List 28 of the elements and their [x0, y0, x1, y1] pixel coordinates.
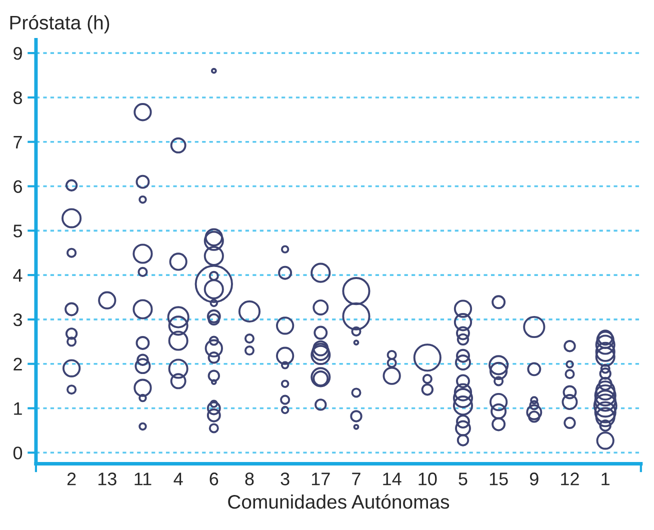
x-tick-label: 9 — [530, 472, 538, 486]
y-tick-label: 7 — [14, 136, 22, 148]
x-tick-label: 2 — [67, 472, 76, 486]
x-tick-label: 10 — [418, 472, 437, 486]
x-tick-label: 7 — [352, 472, 360, 486]
x-axis-title: Comunidades Autónomas — [228, 494, 450, 509]
x-tick-label: 12 — [561, 472, 579, 486]
y-tick-label: 9 — [14, 47, 22, 60]
x-tick-label: 8 — [245, 472, 254, 486]
x-tick-label: 3 — [280, 472, 290, 486]
x-tick-label: 14 — [383, 472, 402, 486]
y-tick-label: 3 — [13, 313, 22, 326]
x-tick-label: 6 — [210, 472, 218, 486]
x-tick-label: 1 — [602, 472, 610, 486]
x-tick-label: 11 — [134, 472, 152, 486]
y-tick-label: 6 — [14, 180, 22, 193]
y-tick-label: 1 — [14, 402, 22, 415]
y-tick-label: 2 — [14, 358, 22, 370]
x-tick-label: 17 — [312, 472, 330, 486]
y-axis-title: Próstata (h) — [10, 15, 110, 34]
x-tick-label: 4 — [174, 472, 183, 486]
y-tick-label: 4 — [13, 269, 22, 282]
y-tick-label: 5 — [13, 224, 22, 238]
y-tick-label: 8 — [14, 91, 22, 104]
x-tick-label: 15 — [490, 472, 508, 486]
y-tick-label: 0 — [13, 446, 22, 460]
x-tick-label: 13 — [98, 472, 116, 486]
x-tick-label: 5 — [458, 472, 468, 486]
